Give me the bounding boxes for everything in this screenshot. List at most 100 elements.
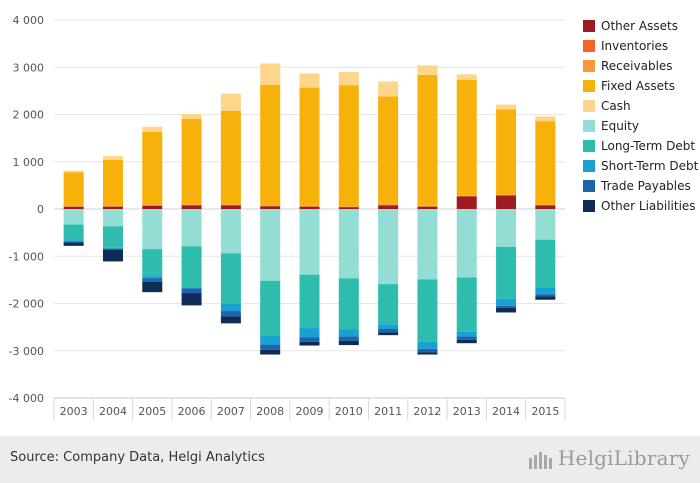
x-tick-label: 2011 (374, 405, 402, 418)
bar-segment (181, 209, 202, 247)
bar-segment (378, 209, 399, 285)
bar-segment (299, 341, 320, 346)
bar-segment (496, 209, 517, 247)
bar-segment (63, 172, 84, 207)
bar-segment (338, 207, 359, 209)
x-tick-label: 2003 (60, 405, 88, 418)
bar-segment (456, 195, 477, 197)
x-tick-label: 2014 (492, 405, 520, 418)
library-icon (528, 451, 552, 469)
y-tick-label: -2 000 (9, 298, 44, 311)
x-tick-label: 2009 (296, 405, 324, 418)
bar-segment (102, 209, 123, 227)
bar-segment (496, 194, 517, 196)
legend-label: Other Liabilities (601, 199, 696, 213)
y-tick-label: 4 000 (13, 14, 45, 27)
bar-segment (63, 206, 84, 207)
bar-segment (220, 205, 241, 209)
bar-segment (102, 248, 123, 250)
bar-segment (63, 170, 84, 173)
y-tick-label: -1 000 (9, 250, 44, 263)
bar-segment (102, 247, 123, 249)
bar-segment (299, 209, 320, 275)
bar-segment (260, 335, 281, 345)
legend-swatch (583, 40, 595, 52)
bar-segment (299, 274, 320, 329)
bar-segment (417, 279, 438, 342)
bar-segment (378, 324, 399, 330)
bar-segment (220, 253, 241, 304)
bar-segment (299, 73, 320, 88)
bar-segment (456, 80, 477, 196)
legend-swatch (583, 200, 595, 212)
bar-segment (102, 226, 123, 248)
y-tick-label: 1 000 (13, 156, 45, 169)
bar-segment (220, 316, 241, 324)
y-tick-label: 0 (37, 203, 44, 216)
bar-segment (260, 63, 281, 85)
bar-segment (142, 249, 163, 277)
source-note: Source: Company Data, Helgi Analytics (10, 450, 265, 465)
bar-segment (535, 205, 556, 209)
bar-segment (102, 156, 123, 160)
bar-segment (456, 339, 477, 344)
footer: Source: Company Data, Helgi Analytics He… (0, 436, 700, 483)
bar-segment (417, 206, 438, 209)
bar-segment (260, 209, 281, 281)
bar-segment (338, 206, 359, 208)
bar-segment (338, 278, 359, 330)
bar-segment (220, 209, 241, 254)
bar-segment (181, 288, 202, 294)
bar-segment (142, 131, 163, 205)
bars (63, 63, 556, 355)
bar-segment (456, 331, 477, 337)
bar-segment (535, 116, 556, 122)
bar-segment (142, 278, 163, 282)
bar-segment (260, 84, 281, 206)
bar-segment (378, 332, 399, 336)
bar-segment (299, 328, 320, 338)
bar-segment (181, 114, 202, 119)
stacked-bar-chart: -4 000 -3 000 -2 000 -1 000 0 1 000 2 000 3 000… (9, 14, 699, 420)
bar-segment (417, 74, 438, 206)
x-tick-label: 2013 (453, 405, 481, 418)
bar-segment (142, 205, 163, 209)
x-tick-label: 2007 (217, 405, 245, 418)
legend-swatch (583, 120, 595, 132)
legend-label: Long-Term Debt (601, 139, 695, 153)
bar-segment (338, 209, 359, 279)
bar-segment (535, 239, 556, 288)
bar-segment (181, 287, 202, 289)
legend-swatch (583, 160, 595, 172)
x-axis: 2003 2004 2005 2006 2007 2008 2009 2010 2011 2012… (53, 397, 566, 420)
legend-swatch (583, 100, 595, 112)
bar-segment (338, 336, 359, 341)
bar-segment (220, 303, 241, 312)
x-tick-label: 2015 (531, 405, 559, 418)
bar-segment (338, 85, 359, 207)
bar-segment (102, 249, 123, 262)
bar-segment (535, 209, 556, 240)
bar-segment (456, 74, 477, 81)
bar-segment (338, 340, 359, 346)
bar-segment (417, 348, 438, 353)
bar-segment (378, 96, 399, 204)
legend-label: Equity (601, 119, 639, 133)
bar-segment (535, 287, 556, 295)
legend-label: Short-Term Debt (601, 159, 699, 173)
bar-segment (496, 109, 517, 195)
bar-segment (299, 206, 320, 209)
bar-segment (378, 205, 399, 209)
bar-segment (378, 203, 399, 206)
bar-segment (102, 205, 123, 207)
legend-label: Inventories (601, 39, 668, 53)
y-axis-ticks: -4 000 -3 000 -2 000 -1 000 0 1 000 2 000 3 000… (9, 14, 44, 405)
bar-segment (142, 126, 163, 132)
bar-segment (220, 110, 241, 205)
legend-label: Cash (601, 99, 631, 113)
legend-label: Fixed Assets (601, 79, 675, 93)
legend-label: Receivables (601, 59, 673, 73)
bar-segment (535, 294, 556, 297)
bar-segment (338, 329, 359, 337)
bar-segment (417, 352, 438, 355)
